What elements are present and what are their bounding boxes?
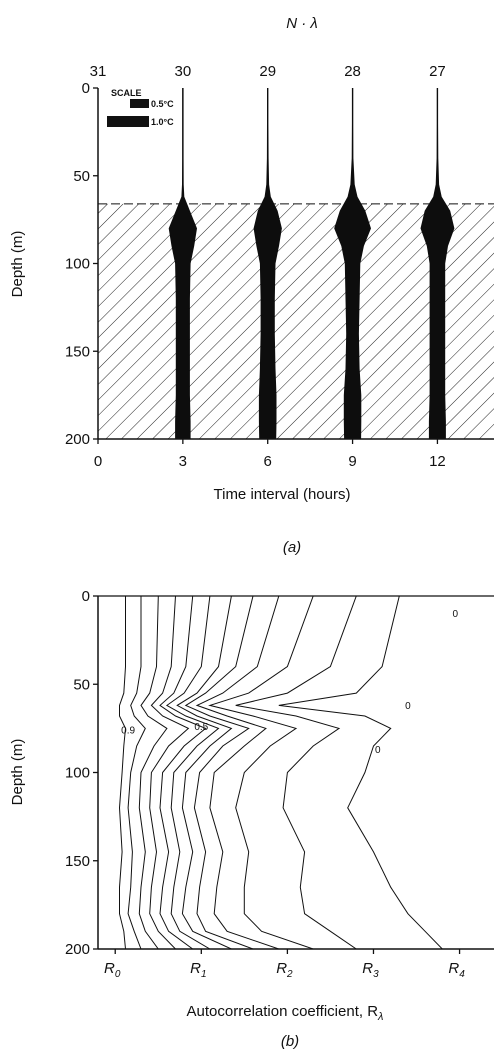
contour-line-9 bbox=[208, 596, 314, 949]
profile-2 bbox=[334, 88, 371, 439]
x-tick-label: R4 bbox=[448, 960, 465, 980]
scale-title: SCALE bbox=[111, 88, 142, 98]
contour-line-3 bbox=[149, 596, 190, 949]
profile-3 bbox=[420, 88, 455, 439]
y-tick-label: 0 bbox=[82, 588, 90, 605]
scale-label-one: 1.0°C bbox=[151, 117, 174, 127]
contour-line-0 bbox=[118, 596, 127, 949]
contour-label: 0 bbox=[405, 701, 411, 712]
x-tick-label: 0 bbox=[94, 453, 102, 470]
scale-legend: SCALE 0.5°C 1.0°C bbox=[107, 88, 174, 127]
contour-line-10 bbox=[235, 596, 357, 949]
contour-labels: 0.9 0.5 0 0 0 bbox=[121, 609, 458, 756]
y-tick-label: 100 bbox=[65, 256, 90, 273]
x-tick-label: 6 bbox=[264, 453, 272, 470]
contour-line-2 bbox=[138, 596, 168, 949]
y-tick-label: 200 bbox=[65, 941, 90, 958]
contour-label: 0 bbox=[375, 745, 381, 756]
contour-line-6 bbox=[176, 596, 233, 949]
scale-label-half: 0.5°C bbox=[151, 99, 174, 109]
profile-1 bbox=[253, 88, 282, 439]
y-axis-ticks: 0 50 100 150 200 bbox=[65, 80, 98, 448]
top-tick-label: 30 bbox=[175, 63, 192, 80]
contour-line-1 bbox=[127, 596, 146, 949]
y-tick-label: 0 bbox=[82, 80, 90, 97]
y-axis-ticks: 0 50 100 150 200 bbox=[65, 588, 98, 958]
contour-label: 0 bbox=[452, 609, 458, 620]
x-tick-label: R1 bbox=[190, 960, 206, 980]
y-tick-label: 100 bbox=[65, 765, 90, 782]
contour-line-7 bbox=[184, 596, 254, 949]
temperature-profiles bbox=[168, 88, 455, 439]
y-axis-label: Depth (m) bbox=[9, 231, 26, 298]
profile-0 bbox=[168, 88, 197, 439]
x-axis-label-sub: λ bbox=[377, 1011, 383, 1023]
x-axis-ticks: R0 R1 R2 R3 R4 bbox=[104, 949, 465, 980]
top-tick-label: 27 bbox=[429, 63, 446, 80]
contour-label: 0.5 bbox=[194, 722, 208, 733]
scale-bar-one bbox=[107, 116, 149, 127]
y-tick-label: 50 bbox=[73, 168, 90, 185]
contour-label: 0.9 bbox=[121, 726, 135, 737]
y-tick-label: 200 bbox=[65, 431, 90, 448]
panel-b: 0 50 100 150 200 R0 R1 R2 R3 R4 0.9 0.5 0 0 0 Depth … bbox=[9, 588, 494, 1050]
top-axis-ticks: 31 30 29 28 27 bbox=[90, 63, 446, 80]
x-tick-label: 9 bbox=[348, 453, 356, 470]
top-tick-label: 28 bbox=[344, 63, 361, 80]
contour-lines bbox=[118, 596, 443, 949]
x-tick-label: 3 bbox=[179, 453, 187, 470]
contour-line-4 bbox=[159, 596, 207, 949]
y-tick-label: 50 bbox=[73, 676, 90, 693]
x-axis-label-main: Autocorrelation coefficient, R bbox=[187, 1003, 379, 1020]
panel-label: (a) bbox=[283, 539, 301, 556]
contour-line-5 bbox=[165, 596, 220, 949]
x-tick-label: 12 bbox=[429, 453, 446, 470]
top-axis-title: N · λ bbox=[286, 15, 318, 32]
x-tick-label: R3 bbox=[362, 960, 379, 980]
contour-line-11 bbox=[278, 596, 443, 949]
y-axis-label: Depth (m) bbox=[9, 739, 26, 806]
y-tick-label: 150 bbox=[65, 343, 90, 360]
panel-a: N · λ 31 30 29 28 27 0 50 100 150 200 0 3 6 9 12 Dep… bbox=[9, 15, 494, 556]
x-tick-label: R0 bbox=[104, 960, 121, 980]
x-axis-ticks: 0 3 6 9 12 bbox=[94, 439, 446, 470]
panel-label: (b) bbox=[281, 1033, 299, 1050]
contour-line-8 bbox=[195, 596, 280, 949]
x-axis-label: Autocorrelation coefficient, Rλ bbox=[187, 1003, 384, 1023]
y-tick-label: 150 bbox=[65, 853, 90, 870]
top-tick-label: 29 bbox=[259, 63, 276, 80]
scale-bar-half bbox=[130, 99, 149, 108]
x-axis-label: Time interval (hours) bbox=[214, 486, 351, 503]
top-tick-label: 31 bbox=[90, 63, 107, 80]
x-tick-label: R2 bbox=[276, 960, 293, 980]
